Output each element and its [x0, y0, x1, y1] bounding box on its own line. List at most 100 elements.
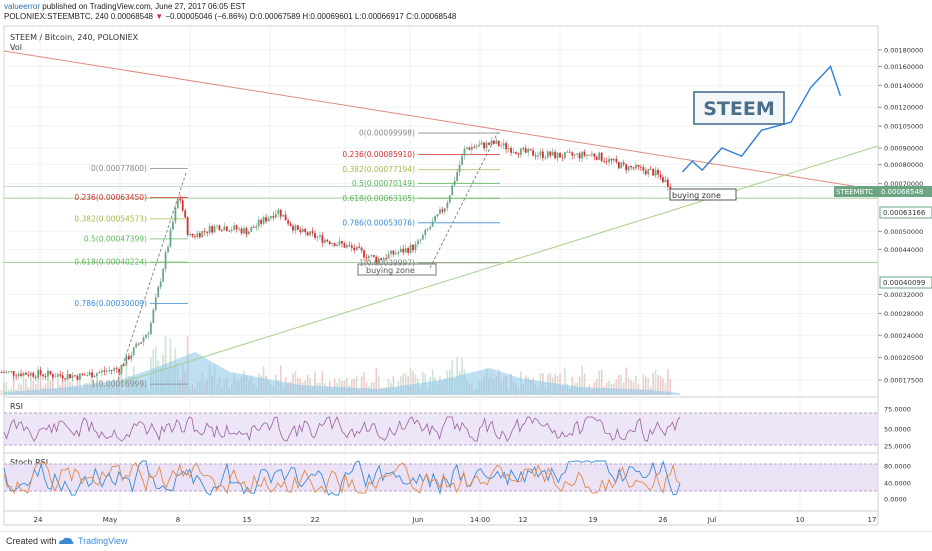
candle-body — [294, 225, 297, 231]
volume-bar — [17, 383, 20, 395]
candle-body — [49, 370, 52, 375]
candle-body — [375, 256, 378, 263]
volume-bar — [355, 375, 358, 395]
volume-bar — [392, 375, 395, 395]
candle-body — [174, 208, 177, 222]
chart-svg[interactable]: 0(0.00077800) 0.236(0.00063450) 0.382(0.00… — [0, 0, 932, 531]
volume-bar — [34, 384, 37, 395]
time-axis-label: 22 — [311, 516, 320, 524]
rsi-band — [4, 413, 878, 445]
candle-body — [0, 372, 3, 373]
candle-body — [78, 373, 81, 380]
rsi-axis-label: 75.0000 — [884, 406, 911, 414]
price-tag-value: 0.00068548 — [881, 188, 923, 196]
candle-body — [370, 255, 373, 257]
candle-body — [554, 151, 557, 159]
candle-body — [44, 376, 47, 377]
candle-body — [81, 373, 84, 375]
rsi-axis-label: 50.0000 — [884, 426, 911, 434]
candle-body — [495, 140, 498, 144]
price-tag-symbol: STEEMBTC — [836, 188, 873, 196]
volume-bar — [662, 378, 664, 395]
volume-bar — [664, 382, 667, 395]
candle-body — [600, 152, 603, 161]
candle-body — [22, 372, 25, 376]
volume-bar — [598, 370, 601, 395]
volume-bar — [667, 368, 669, 395]
price-axis: 0.00180000 0.00160000 0.00140000 0.00120000… — [878, 46, 923, 385]
candle-body — [328, 241, 331, 245]
volume-bar — [622, 382, 625, 395]
candle-body — [309, 231, 312, 236]
candlesticks — [0, 137, 672, 383]
candle-body — [311, 231, 314, 234]
candle-body — [39, 370, 42, 375]
candle-body — [211, 226, 214, 233]
candle-body — [208, 226, 211, 233]
candle-body — [522, 148, 525, 150]
candle-body — [448, 195, 451, 203]
candle-body — [541, 151, 544, 158]
candle-body — [654, 169, 657, 176]
candle-body — [551, 151, 554, 156]
candle-body — [603, 160, 606, 162]
candle-body — [223, 226, 226, 231]
fib-level-label: 0.382(0.00054573) — [74, 214, 147, 223]
volume-bar — [669, 379, 672, 395]
candle-body — [466, 147, 468, 149]
candle-body — [262, 217, 265, 224]
open-value: O:0.00067589 — [249, 12, 301, 21]
candle-body — [512, 151, 515, 153]
candle-body — [7, 371, 10, 372]
time-axis-label: Jun — [412, 516, 424, 524]
volume-bar — [370, 381, 373, 395]
time-axis-label: 24 — [34, 516, 43, 524]
candle-body — [417, 240, 419, 245]
candle-body — [610, 158, 613, 161]
candle-body — [32, 372, 35, 377]
candle-body — [399, 248, 402, 253]
candle-body — [105, 370, 108, 372]
candle-body — [299, 229, 302, 233]
candle-body — [483, 142, 485, 149]
volume-bar — [360, 376, 363, 395]
old-buying-zone-label: buying zone — [366, 266, 415, 275]
candle-body — [468, 147, 471, 150]
volume-bar — [632, 381, 635, 395]
volume-bar — [654, 369, 657, 395]
candle-body — [571, 152, 574, 156]
candle-body — [243, 228, 245, 234]
volume-bar — [39, 376, 42, 395]
candle-body — [260, 219, 263, 224]
candle-body — [639, 166, 642, 168]
volume-bar — [52, 377, 54, 395]
volume-bar — [618, 375, 620, 395]
projection-path — [681, 65, 842, 173]
candle-body — [360, 247, 363, 251]
stoch-axis: 80.0000 40.0000 0.0000 — [884, 463, 911, 504]
tradingview-brand[interactable]: TradingView — [78, 536, 128, 546]
volume-bar — [32, 380, 35, 395]
candle-body — [630, 166, 632, 168]
stoch-d-line — [3, 462, 681, 495]
volume-bar — [350, 379, 353, 395]
author-link[interactable]: valueerror — [4, 2, 41, 11]
candle-body — [274, 213, 277, 218]
candle-body — [184, 210, 187, 218]
volume-bar — [49, 380, 52, 395]
candle-body — [372, 255, 375, 257]
candle-body — [108, 370, 111, 371]
candle-body — [485, 142, 488, 149]
volume-bar — [659, 375, 662, 395]
volume-bar — [647, 377, 650, 395]
candle-body — [316, 236, 319, 238]
stoch-k-line — [3, 459, 681, 496]
candle-body — [326, 239, 329, 242]
time-axis-label: 26 — [659, 516, 668, 524]
candle-body — [12, 371, 15, 376]
price-axis-label: 0.00090000 — [884, 145, 923, 153]
candle-body — [74, 375, 76, 377]
candle-body — [17, 373, 20, 377]
candle-body — [615, 158, 618, 162]
candle-body — [319, 235, 321, 237]
